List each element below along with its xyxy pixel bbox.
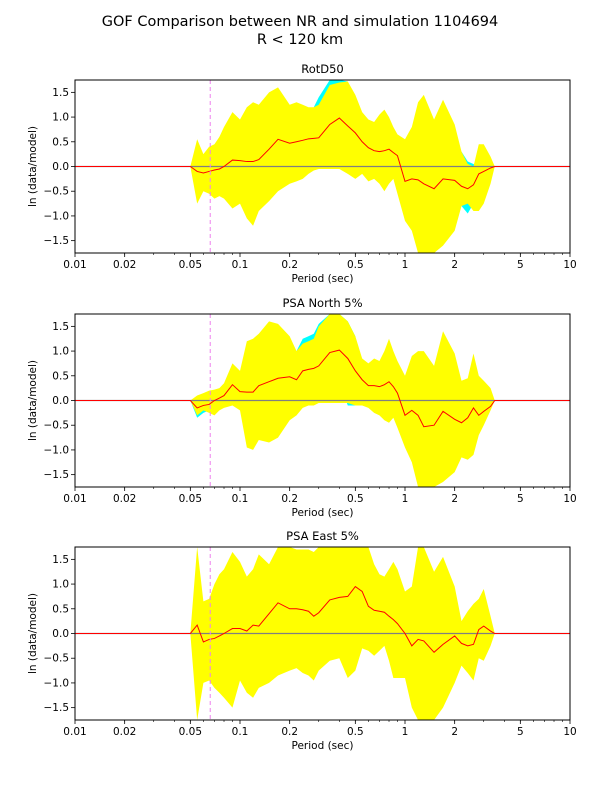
x-tick-label: 0.01: [63, 726, 86, 738]
x-tick-label: 1: [402, 493, 409, 505]
x-tick-label: 2: [451, 493, 458, 505]
x-tick-label: 0.1: [232, 259, 249, 271]
y-tick-label: 1.0: [52, 579, 69, 591]
y-tick-label: −1.0: [44, 210, 70, 222]
subplot-title: PSA East 5%: [286, 529, 359, 543]
mean-line: [75, 585, 570, 653]
y-tick-label: −1.0: [44, 677, 70, 689]
mean-line: [75, 349, 570, 428]
plot-area: [75, 547, 570, 720]
x-tick-label: 5: [517, 259, 524, 271]
x-tick-label: 0.5: [347, 493, 364, 505]
x-tick-label: 0.5: [347, 726, 364, 738]
y-tick-label: 1.5: [52, 321, 69, 333]
y-tick-label: 1.5: [52, 554, 69, 566]
x-tick-label: 0.02: [113, 259, 136, 271]
x-tick-label: 10: [563, 493, 576, 505]
y-tick-label: 1.5: [52, 87, 69, 99]
y-tick-label: 0.0: [52, 395, 69, 407]
x-axis-label: Period (sec): [292, 507, 354, 519]
y-tick-label: −1.5: [44, 702, 70, 714]
x-tick-label: 10: [563, 259, 576, 271]
figure-title-line2: R < 120 km: [256, 32, 344, 48]
y-tick-label: 0.5: [52, 136, 69, 148]
subplot-1: 0.01 0.02 0.05 0.1 0.2 0.5 1 2 5 10 −1.5 −1.0 −0.5 0.…: [27, 62, 577, 285]
y-axis-label: ln (data/model): [27, 360, 39, 441]
plot-area: [75, 80, 570, 253]
x-tick-label: 0.2: [281, 726, 298, 738]
y-tick-label: 0.0: [52, 628, 69, 640]
x-tick-label: 2: [451, 259, 458, 271]
y-tick-label: −1.5: [44, 235, 70, 247]
figure-title-line1: GOF Comparison between NR and simulation…: [101, 14, 499, 30]
subplot-3: 0.01 0.02 0.05 0.1 0.2 0.5 1 2 5 10 −1.5 −1.0 −0.5 0.…: [27, 529, 577, 752]
subplot-2: 0.01 0.02 0.05 0.1 0.2 0.5 1 2 5 10 −1.5 −1.0 −0.5 0.…: [27, 296, 577, 519]
subplot-title: PSA North 5%: [282, 296, 362, 310]
y-tick-label: −1.5: [44, 469, 70, 481]
x-tick-label: 0.2: [281, 493, 298, 505]
x-tick-label: 0.1: [232, 726, 249, 738]
y-tick-label: 0.5: [52, 370, 69, 382]
x-tick-label: 0.02: [113, 493, 136, 505]
x-tick-label: 10: [563, 726, 576, 738]
y-tick-label: −0.5: [44, 420, 70, 432]
x-tick-label: 0.05: [179, 726, 202, 738]
std-band: [190, 81, 495, 253]
subplot-title: RotD50: [301, 62, 344, 76]
x-tick-label: 0.1: [232, 493, 249, 505]
mean-line: [75, 117, 570, 190]
x-tick-label: 5: [517, 726, 524, 738]
y-tick-label: 0.5: [52, 603, 69, 615]
y-tick-label: −0.5: [44, 186, 70, 198]
x-tick-label: 0.5: [347, 259, 364, 271]
y-tick-label: −0.5: [44, 653, 70, 665]
x-axis-label: Period (sec): [292, 273, 354, 285]
x-tick-label: 0.05: [179, 493, 202, 505]
plot-area: [75, 314, 570, 487]
y-axis-label: ln (data/model): [27, 126, 39, 207]
x-tick-label: 5: [517, 493, 524, 505]
x-tick-label: 0.05: [179, 259, 202, 271]
x-tick-label: 0.02: [113, 726, 136, 738]
y-tick-label: −1.0: [44, 444, 70, 456]
x-tick-label: 2: [451, 726, 458, 738]
x-tick-label: 1: [402, 726, 409, 738]
y-tick-label: 1.0: [52, 346, 69, 358]
y-axis-label: ln (data/model): [27, 593, 39, 674]
x-tick-label: 0.01: [63, 259, 86, 271]
x-tick-label: 0.2: [281, 259, 298, 271]
x-tick-label: 1: [402, 259, 409, 271]
y-tick-label: 0.0: [52, 161, 69, 173]
x-axis-label: Period (sec): [292, 740, 354, 752]
y-tick-label: 1.0: [52, 112, 69, 124]
x-tick-label: 0.01: [63, 493, 86, 505]
